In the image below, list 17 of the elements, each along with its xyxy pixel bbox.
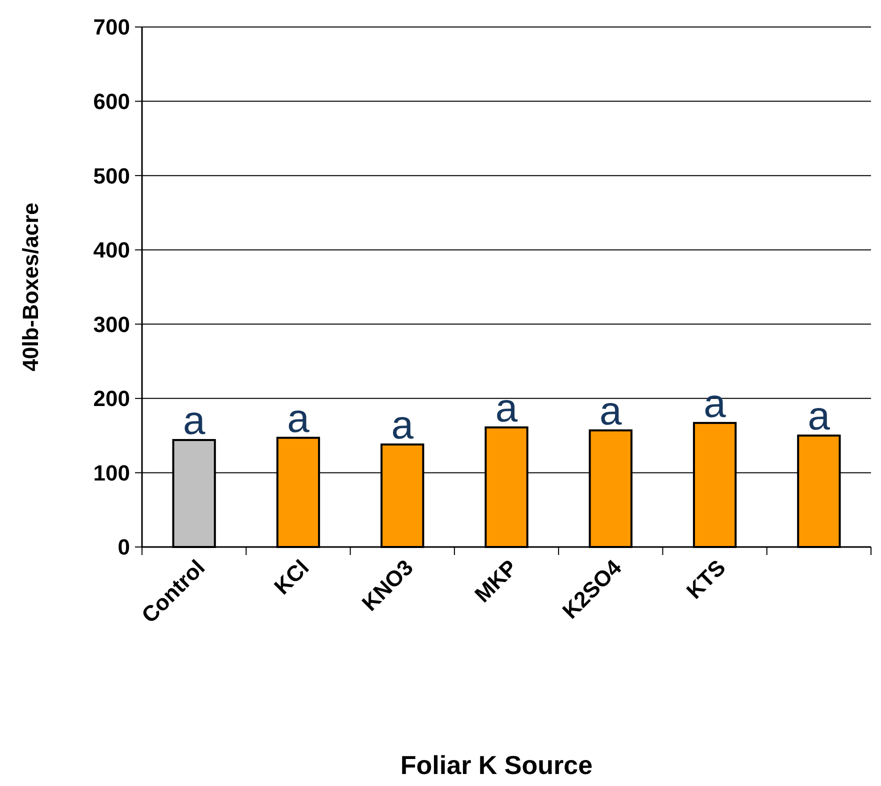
y-tick-label: 200 <box>93 386 130 412</box>
y-tick-label: 0 <box>118 534 130 560</box>
x-axis-title: Foliar K Source <box>400 750 593 780</box>
y-tick-label: 500 <box>93 163 130 188</box>
y-tick-label: 300 <box>93 312 130 337</box>
y-tick-label: 700 <box>93 14 130 40</box>
y-tick-label: 600 <box>93 88 130 114</box>
data-label: a <box>182 399 206 444</box>
data-label: a <box>287 396 310 441</box>
y-tick-label: 400 <box>93 238 130 263</box>
data-label: a <box>808 394 831 439</box>
y-axis-title: 40lb-Boxes/acre <box>18 202 43 372</box>
x-tick-label: KCl <box>269 554 314 600</box>
data-label: a <box>495 386 518 430</box>
y-tick-label: 100 <box>93 460 130 486</box>
data-label: a <box>600 389 623 434</box>
data-label: a <box>391 403 414 448</box>
